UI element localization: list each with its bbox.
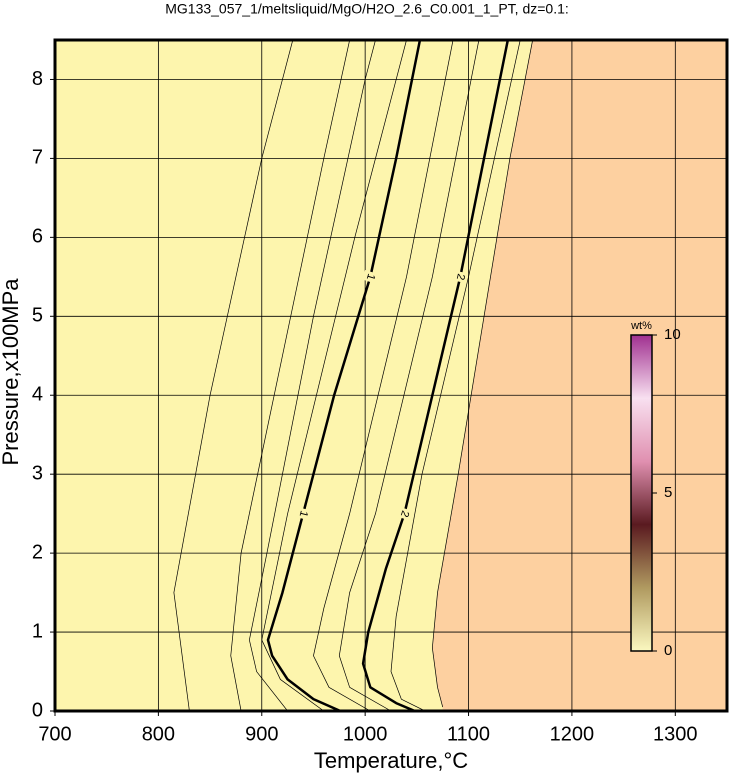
- y-tick-label: 5: [32, 305, 43, 327]
- colorbar: [630, 334, 653, 652]
- y-axis-title: Pressure,x100MPa: [0, 278, 23, 466]
- contour-line: [261, 40, 407, 711]
- contour-label-bg: [452, 270, 469, 284]
- contour-line: [230, 40, 350, 711]
- contour-label-group: 2: [452, 270, 469, 284]
- contour-label: 1: [297, 509, 310, 518]
- y-tick-label: 3: [32, 462, 43, 484]
- x-tick-label: 1100: [447, 723, 490, 745]
- x-tick-label: 700: [38, 723, 71, 745]
- chart-title: MG133_057_1/meltsliquid/MgO/H2O_2.6_C0.0…: [165, 1, 569, 17]
- y-tick-label: 4: [32, 384, 43, 406]
- colorbar-tick-label: 5: [664, 484, 672, 501]
- contour-label-group: 1: [362, 269, 379, 284]
- contour-label: 2: [454, 272, 467, 281]
- contour-label-group: 2: [396, 506, 413, 521]
- x-tick-label: 900: [245, 723, 278, 745]
- contour-label: 1: [364, 272, 377, 281]
- x-tick-label: 800: [142, 723, 175, 745]
- contour-line: [249, 40, 376, 711]
- contour-line: [313, 40, 454, 711]
- colorbar-tick-label: 10: [664, 326, 681, 343]
- y-tick-label: 6: [32, 226, 43, 248]
- y-tick-label: 8: [32, 68, 43, 90]
- y-tick-label: 7: [32, 147, 43, 169]
- contour-label-bg: [362, 269, 379, 284]
- colorbar-tick-label: 0: [664, 642, 672, 659]
- x-tick-label: 1300: [653, 723, 698, 745]
- major-contour: [266, 40, 422, 711]
- plot-layer: 1 1 2 2: [55, 40, 727, 711]
- contour-line: [173, 40, 294, 711]
- y-tick-label: 1: [32, 620, 43, 642]
- x-tick-label: 1200: [550, 723, 595, 745]
- contour-line: [390, 40, 521, 711]
- region-fill: [432, 40, 727, 711]
- colorbar-title: wt%: [630, 320, 652, 332]
- contour-line: [338, 40, 480, 711]
- contour-label-bg: [396, 506, 413, 521]
- contour-label: 2: [398, 509, 411, 519]
- major-contour: [361, 40, 510, 711]
- x-tick-label: 1000: [343, 723, 388, 745]
- contour-label-group: 1: [295, 507, 312, 521]
- x-axis-title: Temperature,°C: [314, 748, 468, 773]
- y-tick-label: 0: [32, 699, 43, 721]
- plot-frame: [53, 38, 729, 713]
- contour-line: [432, 40, 533, 708]
- y-tick-label: 2: [32, 541, 43, 563]
- contour-label-bg: [295, 507, 312, 521]
